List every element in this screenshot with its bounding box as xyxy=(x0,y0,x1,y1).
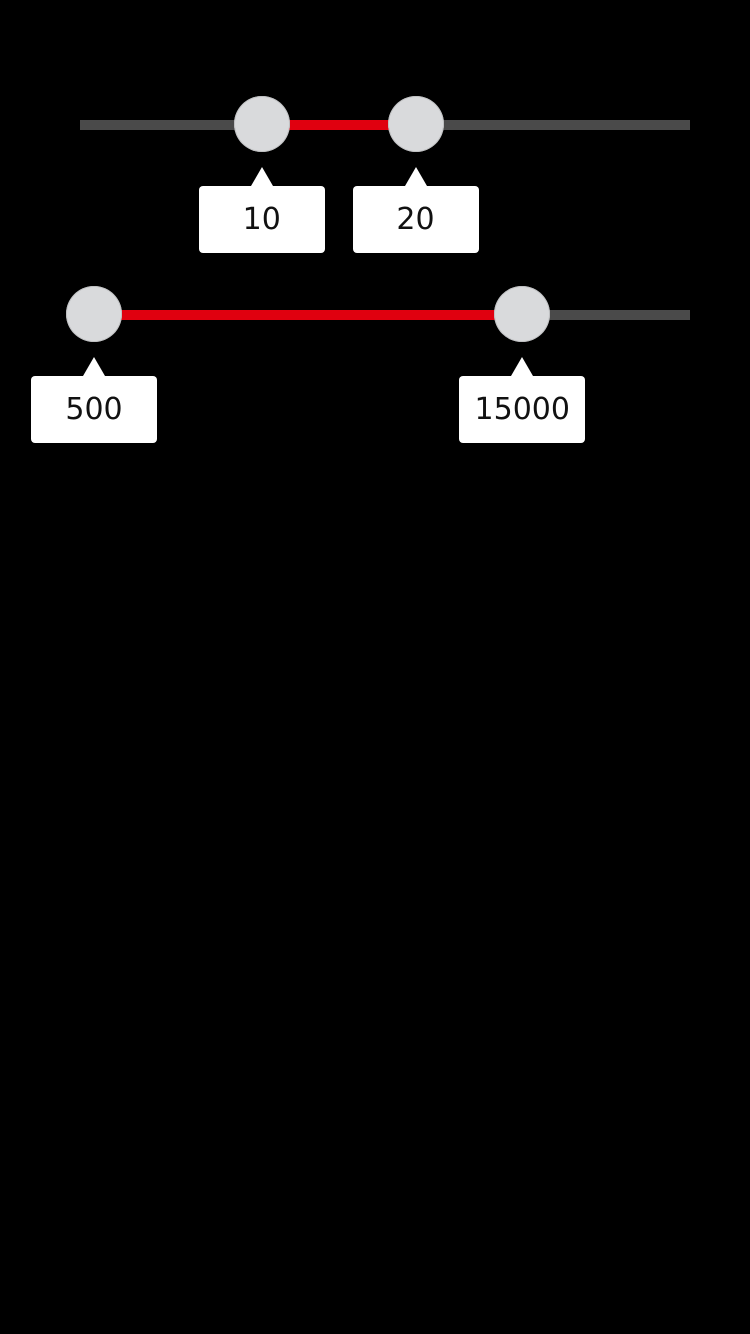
slider-low-value-label: 500 xyxy=(31,357,157,443)
slider-high-value-label: 20 xyxy=(352,167,479,253)
slider-high-value-label: 15000 xyxy=(459,357,586,443)
slider-thumb-high[interactable] xyxy=(494,286,551,342)
range-slider-1[interactable]: 10 20 xyxy=(0,70,750,253)
slider-thumb-low[interactable] xyxy=(66,286,122,342)
slider-selected-range xyxy=(247,120,416,130)
slider-selected-range xyxy=(80,310,523,320)
range-slider-2[interactable]: 500 15000 xyxy=(0,260,750,443)
slider-thumb-high[interactable] xyxy=(387,96,444,152)
slider-low-value-label: 10 xyxy=(198,167,325,253)
slider-thumb-low[interactable] xyxy=(233,96,290,152)
